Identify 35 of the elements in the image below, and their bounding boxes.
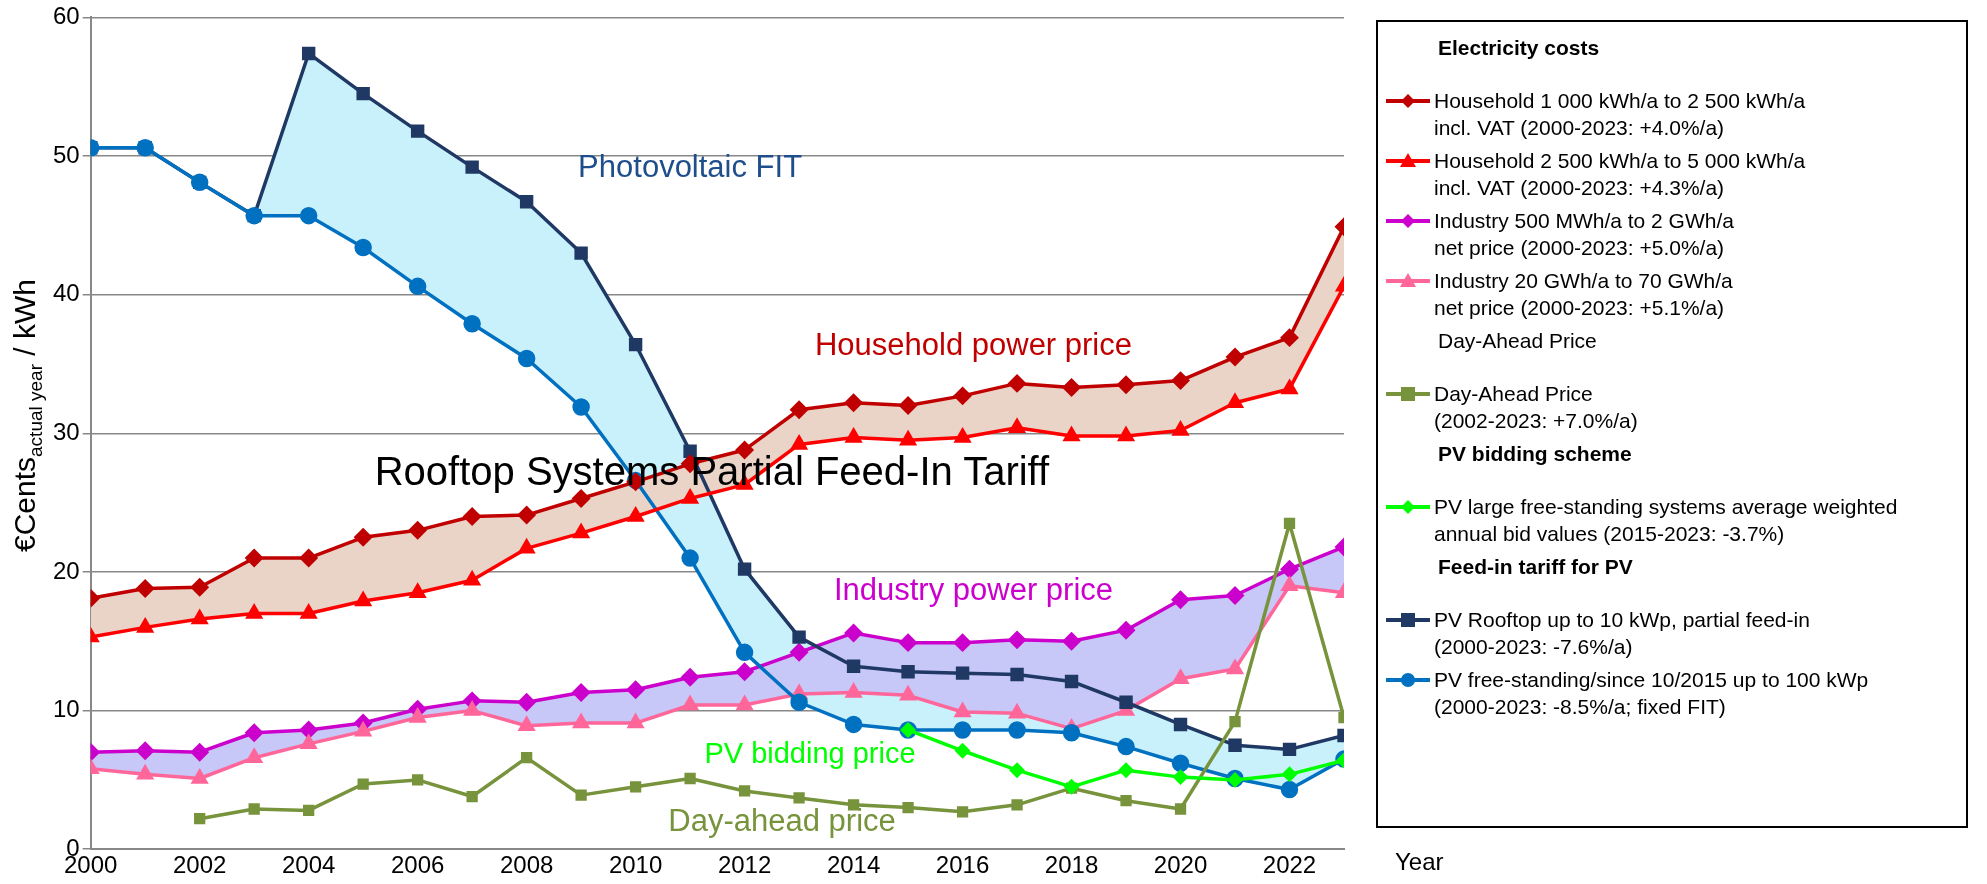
legend-label: Industry 20 GWh/a to 70 GWh/a net price (2000-2023: +5.1%/a) [1434,268,1733,321]
annotation: Industry power price [833,571,1114,607]
text: Electricity costs [1438,35,1601,61]
legend-label: Day-Ahead Price (2002-2023: +7.0%/a) [1434,381,1638,434]
legend-label: PV large free-standing systems average weighted annual bid values (2015-2023: -3.7%) [1434,494,1898,547]
text: PV bidding scheme [1438,441,1633,467]
x-tick-label: 2008 [499,851,554,879]
y-tick-label: 30 [52,417,80,445]
x-tick-label: 2012 [717,851,772,879]
x-tick-label: 2018 [1044,851,1099,879]
annotation: Household power price [814,326,1132,362]
y-tick-label: 40 [52,279,80,307]
y-tick-label: 10 [52,695,80,723]
text: Feed-in tariff for PV [1438,554,1634,580]
y-tick-label: 50 [52,140,80,168]
x-tick-label: 2002 [172,851,227,879]
x-tick-label: 2022 [1262,851,1317,879]
y-tick-label: 20 [52,556,80,584]
y-tick-label: 60 [52,2,80,30]
legend-label: Household 2 500 kWh/a to 5 000 kWh/a incl. VAT (2000-2023: +4.3%/a) [1434,148,1806,201]
legend-label: Household 1 000 kWh/a to 2 500 kWh/a incl. VAT (2000-2023: +4.0%/a) [1434,88,1806,141]
legend-label: PV Rooftop up to 10 kWp, partial feed-in (2000-2023: -7.6%/a) [1434,607,1810,660]
x-tick-label: 2014 [826,851,881,879]
x-axis-title: Year [1395,848,1444,876]
annotation: PV bidding price [704,736,916,769]
x-tick-label: 2004 [281,851,336,879]
x-tick-label: 2016 [935,851,990,879]
x-tick-label: 2006 [390,851,445,879]
text: Day-Ahead Price [1438,328,1598,354]
x-tick-label: 2020 [1153,851,1208,879]
annotation: Photovoltaic FIT [578,149,803,185]
annotation: Day-ahead price [668,803,896,839]
legend-label: Industry 500 MWh/a to 2 GWh/a net price (2000-2023: +5.0%/a) [1434,208,1734,261]
legend-label: PV free-standing/since 10/2015 up to 100 kWp (2000-2023: -8.5%/a; fixed FIT) [1434,667,1869,720]
x-tick-label: 2010 [608,851,663,879]
